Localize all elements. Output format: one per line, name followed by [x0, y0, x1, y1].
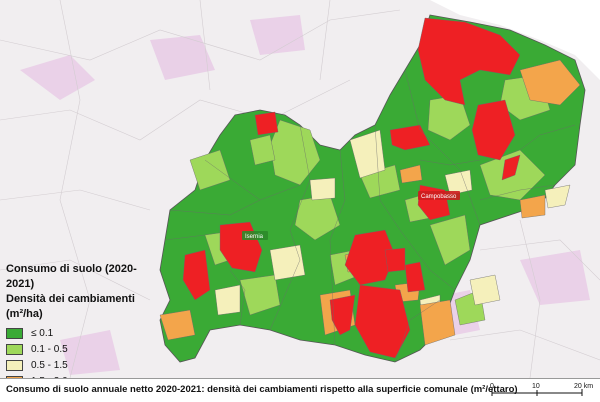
caption-bar: Consumo di suolo annuale netto 2020-2021…	[0, 378, 600, 402]
legend-item: 0.1 - 0.5	[6, 341, 152, 357]
legend-swatch	[6, 343, 23, 355]
scale-tick-0: 0	[490, 383, 494, 390]
scale-tick-20km: 20 km	[574, 383, 593, 390]
place-label-isernia: Isernia	[245, 234, 264, 240]
neighbouring-municipal-borders	[0, 0, 600, 378]
legend-label: 0.1 - 0.5	[31, 343, 68, 355]
municipal-borders	[164, 69, 576, 363]
legend-label: 0.5 - 1.5	[31, 359, 68, 371]
place-marker-isernia: Isernia	[242, 231, 268, 240]
legend-title: Consumo di suolo (2020-2021) Densità dei…	[6, 262, 152, 322]
legend-title-line1: Consumo di suolo (2020-2021)	[6, 263, 137, 290]
legend-item: 0.5 - 1.5	[6, 357, 152, 373]
adriatic-sea	[430, 0, 600, 80]
map-caption: Consumo di suolo annuale netto 2020-2021…	[6, 384, 518, 395]
map-legend: Consumo di suolo (2020-2021) Densità dei…	[4, 262, 152, 402]
place-marker-campobasso: Campobasso	[418, 191, 460, 200]
class-0.1-0.5-areas	[189, 74, 551, 326]
legend-swatch	[6, 359, 23, 371]
choropleth-map: Campobasso Isernia	[0, 0, 600, 378]
place-label-campobasso: Campobasso	[421, 194, 457, 200]
legend-label: ≤ 0.1	[31, 327, 54, 339]
legend-swatch	[6, 327, 23, 339]
class-gt-3.0-areas	[182, 17, 521, 359]
legend-item: ≤ 0.1	[6, 325, 152, 341]
scale-tick-10: 10	[532, 383, 540, 390]
scale-bar: 0 10 20 km	[490, 383, 593, 396]
legend-title-line2: Densità dei cambiamenti (m²/ha)	[6, 293, 135, 320]
